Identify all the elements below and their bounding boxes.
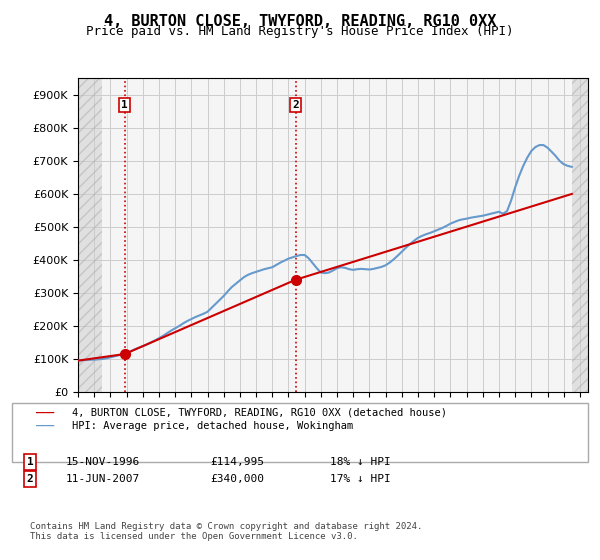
Text: 1: 1 — [26, 457, 34, 467]
Text: 4, BURTON CLOSE, TWYFORD, READING, RG10 0XX: 4, BURTON CLOSE, TWYFORD, READING, RG10 … — [104, 14, 496, 29]
Text: 4, BURTON CLOSE, TWYFORD, READING, RG10 0XX (detached house): 4, BURTON CLOSE, TWYFORD, READING, RG10 … — [72, 408, 447, 418]
Text: £114,995: £114,995 — [210, 457, 264, 467]
Text: 2: 2 — [26, 474, 34, 484]
Text: 1: 1 — [121, 100, 128, 110]
Text: Price paid vs. HM Land Registry's House Price Index (HPI): Price paid vs. HM Land Registry's House … — [86, 25, 514, 38]
Bar — [78, 78, 102, 392]
Text: 18% ↓ HPI: 18% ↓ HPI — [330, 457, 391, 467]
Text: ——: —— — [36, 418, 54, 433]
Bar — [572, 78, 588, 392]
Text: 15-NOV-1996: 15-NOV-1996 — [66, 457, 140, 467]
Text: 17% ↓ HPI: 17% ↓ HPI — [330, 474, 391, 484]
Text: 11-JUN-2007: 11-JUN-2007 — [66, 474, 140, 484]
Text: £340,000: £340,000 — [210, 474, 264, 484]
Text: ——: —— — [36, 405, 54, 420]
Text: HPI: Average price, detached house, Wokingham: HPI: Average price, detached house, Woki… — [72, 421, 353, 431]
Text: Contains HM Land Registry data © Crown copyright and database right 2024.
This d: Contains HM Land Registry data © Crown c… — [30, 522, 422, 542]
Text: 2: 2 — [292, 100, 299, 110]
